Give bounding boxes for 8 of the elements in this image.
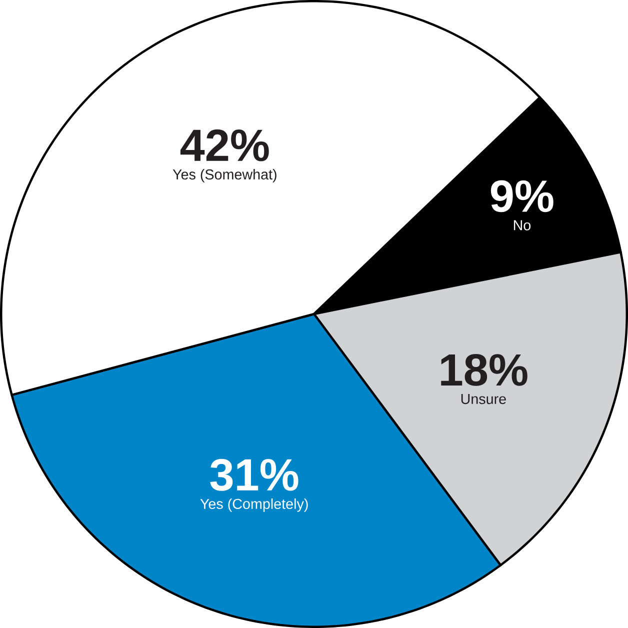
slice-label: Yes (Completely) [200, 498, 308, 512]
data-label: 31% [210, 458, 298, 491]
slice-label: Unsure [461, 394, 506, 404]
slice-label: No [514, 220, 531, 230]
data-label: 42% [180, 129, 269, 162]
data-label: 18% [441, 354, 528, 386]
slice-label: Yes (Somewhat) [172, 168, 276, 182]
data-label: 9% [490, 180, 554, 212]
